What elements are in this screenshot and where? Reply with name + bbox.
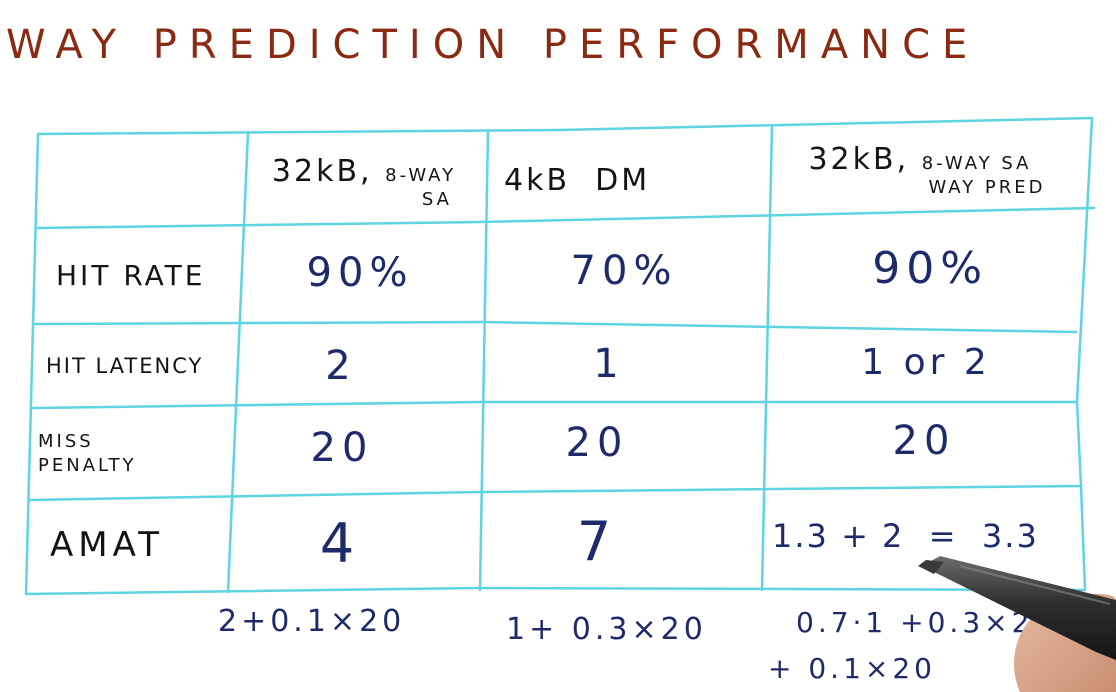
row-label-miss-penalty: MISS PENALTY <box>38 410 226 498</box>
cell-amat-2: 7 <box>576 509 618 573</box>
column-header-1-line1: 32kB, <box>271 154 373 189</box>
row-label-penalty: PENALTY <box>38 455 137 476</box>
row-label-hit-latency: HIT LATENCY <box>46 354 204 378</box>
cell-miss-penalty-3: 20 <box>892 418 956 464</box>
cell-miss-penalty-1: 20 <box>310 425 374 471</box>
cell-hit-rate-2: 70% <box>570 248 678 294</box>
cell-amat-3: 1.3 + 2 = 3.3 <box>772 517 1039 555</box>
column-header-1: 32kB, 8-WAY SA <box>248 140 480 224</box>
cell-miss-penalty-2: 20 <box>565 420 629 466</box>
grid-line-h3 <box>30 400 1079 410</box>
column-header-2: 4kB DM <box>488 140 764 220</box>
row-label-miss: MISS <box>38 431 94 452</box>
cell-hit-latency-1: 2 <box>325 343 357 389</box>
grid-line-v2 <box>478 128 490 592</box>
note-amat-calc-2: 1+ 0.3×20 <box>506 612 707 647</box>
row-label-amat: AMAT <box>50 525 164 565</box>
grid-line-v1 <box>226 130 250 594</box>
column-header-3: 32kB, 8-WAY SA WAY PRED <box>772 128 1082 212</box>
column-header-3-line2: WAY PRED <box>928 177 1046 198</box>
grid-line-h2 <box>31 320 1078 334</box>
note-amat-calc-3-line2: + 0.1×20 <box>768 652 936 685</box>
cell-amat-1: 4 <box>319 511 361 575</box>
column-header-1-small: 8-WAY <box>385 165 457 186</box>
note-amat-calc-1: 2+0.1×20 <box>218 604 406 639</box>
grid-line-left <box>24 132 40 596</box>
row-label-hit-rate: HIT RATE <box>56 258 206 292</box>
column-header-3-small: 8-WAY SA <box>921 153 1032 174</box>
cell-hit-rate-1: 90% <box>306 250 414 296</box>
cell-hit-latency-2: 1 <box>593 341 625 387</box>
column-header-3-line1: 32kB, <box>808 142 910 177</box>
page-title: WAY PREDICTION PERFORMANCE <box>6 22 980 68</box>
grid-line-h1 <box>34 206 1096 230</box>
cell-hit-rate-3: 90% <box>872 242 988 294</box>
grid-line-v3 <box>760 123 774 592</box>
cell-hit-latency-3: 1 or 2 <box>861 341 991 383</box>
column-header-1-line2: SA <box>421 189 452 210</box>
grid-line-h4 <box>28 484 1083 502</box>
grid-line-top <box>36 116 1094 136</box>
column-header-2-line1: 4kB DM <box>504 162 651 198</box>
note-amat-calc-3-line1: 0.7·1 +0.3×2 <box>796 606 1034 639</box>
grid-line-right <box>1075 116 1094 592</box>
